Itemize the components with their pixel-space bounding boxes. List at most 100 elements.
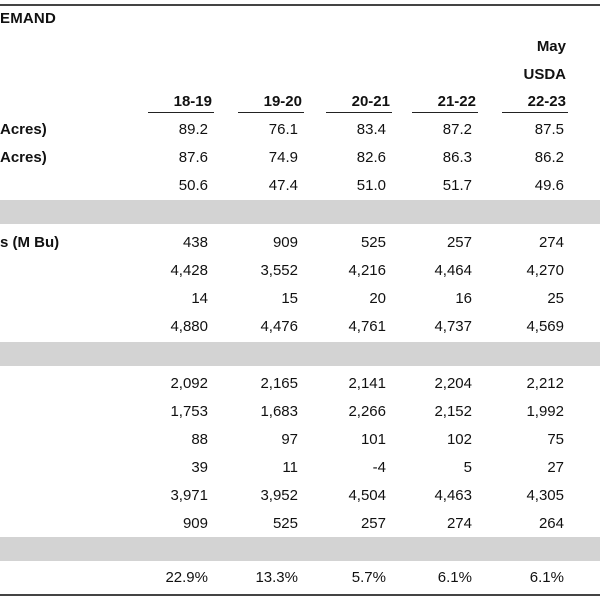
cell-22-23: 1,992 — [526, 403, 564, 420]
table-row: 4,880 4,476 4,761 4,737 4,569 — [0, 313, 600, 341]
table-row: 1,753 1,683 2,266 2,152 1,992 — [0, 398, 600, 426]
table-row: 909 525 257 274 264 — [0, 510, 600, 538]
cell-21-22: 2,204 — [434, 375, 472, 392]
cell-21-22: 4,463 — [434, 487, 472, 504]
cell-18-19: 22.9% — [165, 569, 208, 586]
cell-21-22: 87.2 — [442, 121, 472, 138]
cell-19-20: 11 — [282, 459, 298, 476]
cell-18-19: 438 — [182, 234, 208, 251]
cell-22-23: 27 — [547, 459, 564, 476]
section-band — [0, 342, 600, 366]
table-row: Acres) 87.6 74.9 82.6 86.3 86.2 — [0, 144, 600, 172]
cell-20-21: 101 — [360, 431, 386, 448]
cell-21-22: 274 — [446, 515, 472, 532]
cell-18-19: 88 — [191, 431, 208, 448]
cell-21-22: 2,152 — [434, 403, 472, 420]
cell-20-21: 2,141 — [348, 375, 386, 392]
cell-18-19: 3,971 — [170, 487, 208, 504]
col-header-18-19: 18-19 — [173, 93, 212, 110]
cell-22-23: 6.1% — [529, 569, 564, 586]
cell-19-20: 3,552 — [260, 262, 298, 279]
cell-19-20: 1,683 — [260, 403, 298, 420]
cell-21-22: 5 — [463, 459, 472, 476]
cell-22-23: 274 — [538, 234, 564, 251]
cell-22-23: 25 — [547, 290, 564, 307]
table-row: 88 97 101 102 75 — [0, 426, 600, 454]
cell-19-20: 909 — [272, 234, 298, 251]
cell-18-19: 2,092 — [170, 375, 208, 392]
cell-20-21: 525 — [360, 234, 386, 251]
table-row: 3,971 3,952 4,504 4,463 4,305 — [0, 482, 600, 510]
cell-18-19: 14 — [191, 290, 208, 307]
cell-20-21: 257 — [360, 515, 386, 532]
table-row: Acres) 89.2 76.1 83.4 87.2 87.5 — [0, 116, 600, 144]
col-header-20-21: 20-21 — [351, 93, 390, 110]
cell-21-22: 6.1% — [437, 569, 472, 586]
cell-19-20: 4,476 — [260, 318, 298, 335]
col-header-usda: USDA — [523, 66, 566, 83]
cell-20-21: 51.0 — [356, 177, 386, 194]
header-underline — [412, 112, 478, 113]
cell-22-23: 75 — [547, 431, 564, 448]
cell-19-20: 13.3% — [255, 569, 298, 586]
cell-18-19: 50.6 — [178, 177, 208, 194]
cell-18-19: 39 — [191, 459, 208, 476]
row-label: s (M Bu) — [0, 234, 60, 251]
cell-22-23: 86.2 — [534, 149, 564, 166]
header-underline — [326, 112, 392, 113]
cell-21-22: 4,737 — [434, 318, 472, 335]
cell-20-21: 83.4 — [356, 121, 386, 138]
cell-22-23: 264 — [538, 515, 564, 532]
table-row: 4,428 3,552 4,216 4,464 4,270 — [0, 257, 600, 285]
cell-21-22: 4,464 — [434, 262, 472, 279]
cell-19-20: 2,165 — [260, 375, 298, 392]
cell-19-20: 47.4 — [268, 177, 298, 194]
table-row: 50.6 47.4 51.0 51.7 49.6 — [0, 172, 600, 200]
header-underline — [148, 112, 214, 113]
section-band — [0, 537, 600, 561]
cell-21-22: 86.3 — [442, 149, 472, 166]
cell-20-21: -4 — [372, 459, 386, 476]
col-header-22-23: 22-23 — [527, 93, 566, 110]
row-label: Acres) — [0, 149, 47, 166]
cell-20-21: 4,504 — [348, 487, 386, 504]
cell-20-21: 20 — [369, 290, 386, 307]
cell-21-22: 102 — [446, 431, 472, 448]
top-rule — [0, 4, 600, 6]
table-row: s (M Bu) 438 909 525 257 274 — [0, 229, 600, 257]
header-underline — [502, 112, 568, 113]
table-row: 22.9% 13.3% 5.7% 6.1% 6.1% — [0, 564, 600, 592]
cell-21-22: 51.7 — [442, 177, 472, 194]
cell-22-23: 87.5 — [534, 121, 564, 138]
cell-19-20: 15 — [281, 290, 298, 307]
cell-20-21: 2,266 — [348, 403, 386, 420]
cell-20-21: 4,216 — [348, 262, 386, 279]
cell-19-20: 3,952 — [260, 487, 298, 504]
cell-20-21: 5.7% — [351, 569, 386, 586]
cell-20-21: 4,761 — [348, 318, 386, 335]
cell-18-19: 87.6 — [178, 149, 208, 166]
row-label: Acres) — [0, 121, 47, 138]
section-band — [0, 200, 600, 224]
cell-19-20: 97 — [281, 431, 298, 448]
cell-21-22: 16 — [455, 290, 472, 307]
cell-18-19: 4,880 — [170, 318, 208, 335]
cell-19-20: 76.1 — [268, 121, 298, 138]
cell-22-23: 2,212 — [526, 375, 564, 392]
table-row: 14 15 20 16 25 — [0, 285, 600, 313]
cell-18-19: 4,428 — [170, 262, 208, 279]
bottom-rule — [0, 594, 600, 596]
cell-22-23: 49.6 — [534, 177, 564, 194]
cell-18-19: 89.2 — [178, 121, 208, 138]
cell-18-19: 1,753 — [170, 403, 208, 420]
cell-22-23: 4,305 — [526, 487, 564, 504]
table-row: 2,092 2,165 2,141 2,204 2,212 — [0, 370, 600, 398]
cell-22-23: 4,569 — [526, 318, 564, 335]
cell-21-22: 257 — [446, 234, 472, 251]
cell-19-20: 525 — [272, 515, 298, 532]
col-header-may: May — [536, 38, 566, 55]
cell-20-21: 82.6 — [356, 149, 386, 166]
col-header-21-22: 21-22 — [437, 93, 476, 110]
cell-18-19: 909 — [182, 515, 208, 532]
